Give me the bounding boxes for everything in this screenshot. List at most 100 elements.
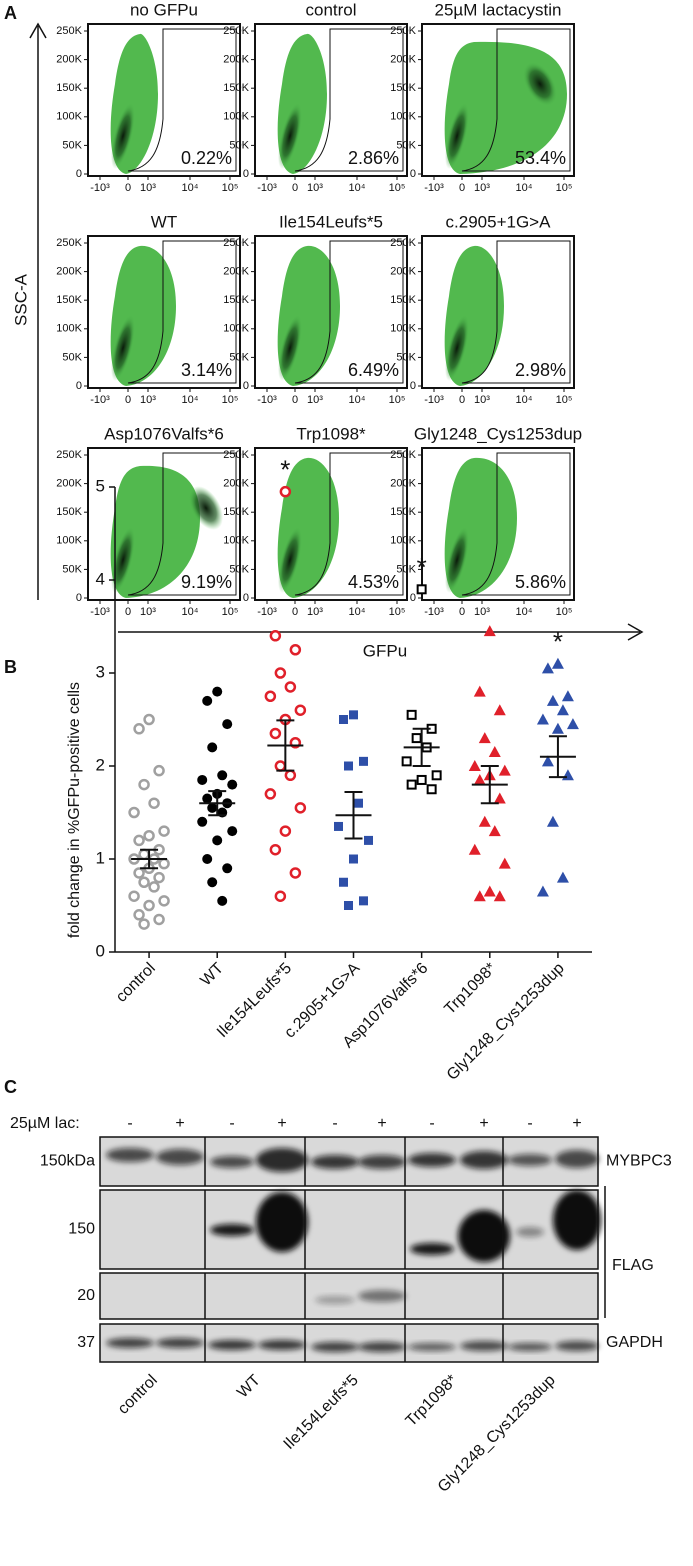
point: [551, 657, 564, 669]
point: [284, 681, 297, 693]
x-tick-label: 10³: [474, 394, 490, 406]
treatment-label: 25µM lac:: [10, 1115, 80, 1132]
point: [197, 774, 208, 785]
point: [364, 835, 373, 845]
point: [473, 685, 486, 697]
blot-strip: [99, 1272, 599, 1320]
sem-bar: [548, 735, 567, 779]
y-tick-label: 0: [76, 168, 82, 180]
point: [217, 770, 228, 781]
point: [344, 761, 353, 771]
point: [158, 825, 170, 837]
y-tick-label: 0: [76, 380, 82, 392]
point: [207, 742, 218, 753]
point: [133, 834, 145, 847]
point: [416, 774, 427, 785]
y-tick-label: 50K: [229, 351, 249, 363]
x-tick-label: Trp1098*: [441, 960, 499, 1018]
point: [354, 798, 363, 808]
gate: [127, 452, 237, 596]
x-tick-label: 10³: [474, 182, 490, 194]
band: [156, 1338, 204, 1348]
density-core: [111, 526, 135, 594]
density-core: [111, 102, 135, 170]
y-tick-label: 200K: [223, 54, 249, 66]
gate-percent: 3.14%: [181, 360, 232, 380]
x-tick-label: 10⁵: [556, 394, 573, 406]
point: [279, 485, 292, 498]
size-label: 20: [77, 1287, 95, 1304]
gate-percent: 0.22%: [181, 148, 232, 168]
plot-title: Trp1098*: [296, 424, 366, 443]
x-tick-label: 0: [125, 182, 131, 194]
y-tick-label: 0: [410, 380, 416, 392]
y-tick-label: 200K: [390, 478, 416, 490]
point: [274, 890, 287, 902]
x-tick-label: 10⁵: [389, 182, 406, 194]
y-axis-label: fold change in %GFPu-positive cells: [66, 682, 83, 938]
band: [358, 1342, 406, 1352]
significance: *: [417, 552, 427, 582]
y-tick-label: 50K: [396, 351, 416, 363]
x-tick-label: 10⁴: [182, 182, 199, 194]
point: [488, 746, 501, 758]
panel-label: C: [4, 1077, 17, 1097]
x-tick-label: 10⁵: [222, 394, 239, 406]
point: [344, 901, 353, 910]
x-tick-label: 10³: [307, 394, 323, 406]
point: [493, 704, 506, 716]
point: [279, 825, 292, 837]
treatment-sign: +: [277, 1115, 286, 1132]
band: [508, 1154, 552, 1166]
point: [349, 710, 358, 720]
treatment-sign: -: [229, 1115, 234, 1132]
band: [460, 1151, 508, 1169]
point: [158, 857, 170, 870]
y-tick-label: 100K: [390, 323, 416, 335]
point: [426, 784, 437, 795]
x-tick-label: 10⁴: [349, 606, 366, 618]
point: [473, 890, 486, 902]
band: [106, 1338, 154, 1348]
density-core: [188, 486, 224, 530]
point: [359, 756, 368, 766]
plot-title: 25µM lactacystin: [435, 0, 562, 19]
plot-title: control: [305, 0, 356, 19]
y-tick-label: 200K: [56, 478, 82, 490]
protein-label: FLAG: [612, 1257, 654, 1274]
gate: [127, 28, 237, 172]
lane-label: Trp1098*: [403, 1372, 461, 1430]
y-tick-label: 3: [96, 662, 105, 681]
point: [202, 793, 213, 804]
point: [269, 630, 282, 642]
x-axis-label: GFPu: [363, 641, 407, 660]
band: [358, 1155, 406, 1169]
y-tick-label: 50K: [396, 139, 416, 151]
treatment-sign: -: [332, 1115, 337, 1132]
y-tick-label: 250K: [390, 449, 416, 461]
y-tick-label: 250K: [56, 237, 82, 249]
y-tick-label: 50K: [62, 351, 82, 363]
point: [128, 890, 140, 902]
y-tick-label: 250K: [56, 25, 82, 37]
gate: [294, 452, 404, 596]
y-tick-label: 150K: [56, 294, 82, 306]
point: [536, 885, 549, 897]
y-tick-label: 150K: [56, 82, 82, 94]
x-tick-label: 0: [292, 394, 298, 406]
point: [207, 802, 218, 813]
y-tick-label: 150K: [223, 294, 249, 306]
band: [256, 1192, 308, 1252]
point: [401, 756, 412, 767]
y-tick-label: 150K: [223, 506, 249, 518]
point: [473, 773, 486, 785]
band: [458, 1210, 510, 1262]
point: [138, 778, 150, 791]
x-tick-label: 10⁵: [389, 394, 406, 406]
band: [210, 1156, 254, 1168]
treatment-sign: +: [572, 1115, 581, 1132]
point: [546, 815, 559, 827]
y-tick-label: 200K: [56, 54, 82, 66]
band: [311, 1342, 359, 1352]
y-tick-label: 100K: [390, 111, 416, 123]
